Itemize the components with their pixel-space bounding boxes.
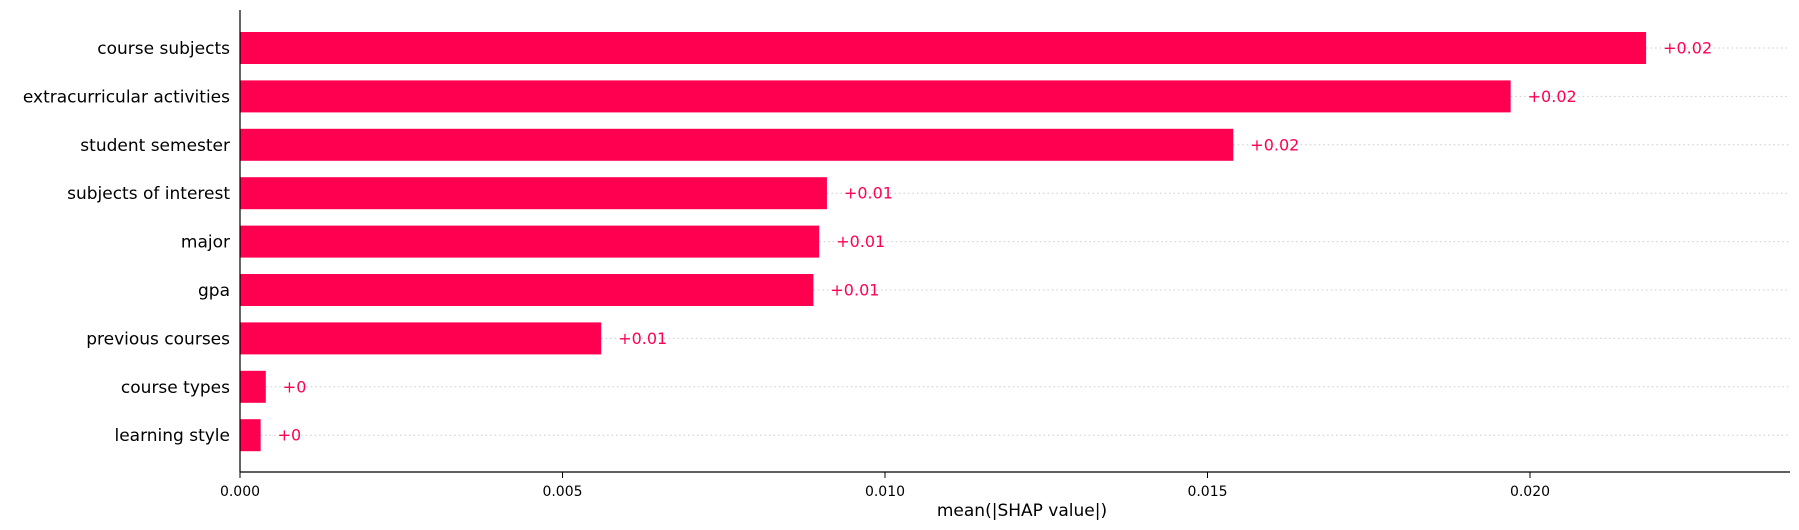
category-label: student semester xyxy=(80,136,230,156)
bar xyxy=(240,322,602,355)
x-axis-title: mean(|SHAP value|) xyxy=(937,501,1107,521)
bar xyxy=(240,32,1647,64)
bar xyxy=(240,177,827,210)
category-label: learning style xyxy=(114,426,230,446)
category-label: major xyxy=(181,233,230,253)
bars xyxy=(240,32,1647,452)
x-tick-label: 0.020 xyxy=(1510,484,1550,500)
value-label: +0.01 xyxy=(618,329,667,348)
x-tick-label: 0.005 xyxy=(542,484,582,500)
value-labels: +0.02 +0.02 +0.02 +0.01 +0.01 +0.01 +0.01 +0 +0 xyxy=(278,39,1712,445)
row-gridlines xyxy=(260,47,1790,436)
value-label: +0.01 xyxy=(836,232,885,251)
value-label: +0.02 xyxy=(1663,39,1712,58)
x-tick-label: 0.000 xyxy=(220,484,260,500)
x-tick-label: 0.010 xyxy=(865,484,905,500)
value-label: +0.01 xyxy=(830,281,879,300)
x-tick-label: 0.015 xyxy=(1187,484,1227,500)
category-label: course subjects xyxy=(97,39,230,59)
bar xyxy=(240,419,261,452)
value-label: +0.02 xyxy=(1528,87,1577,106)
axes: 0.000 0.005 0.010 0.015 0.020 xyxy=(220,10,1790,500)
category-label: subjects of interest xyxy=(67,184,230,204)
category-label: gpa xyxy=(198,281,230,301)
value-label: +0 xyxy=(278,426,302,445)
bar xyxy=(240,225,820,258)
value-label: +0 xyxy=(283,377,307,396)
bar xyxy=(240,80,1511,113)
value-label: +0.02 xyxy=(1250,135,1299,154)
category-label: course types xyxy=(121,378,230,398)
category-labels: course subjects extracurricular activitie… xyxy=(23,39,230,446)
bar xyxy=(240,274,814,306)
bar xyxy=(240,370,266,403)
category-label: previous courses xyxy=(86,329,230,349)
value-label: +0.01 xyxy=(844,184,893,203)
bar xyxy=(240,128,1234,161)
category-label: extracurricular activities xyxy=(23,87,230,107)
